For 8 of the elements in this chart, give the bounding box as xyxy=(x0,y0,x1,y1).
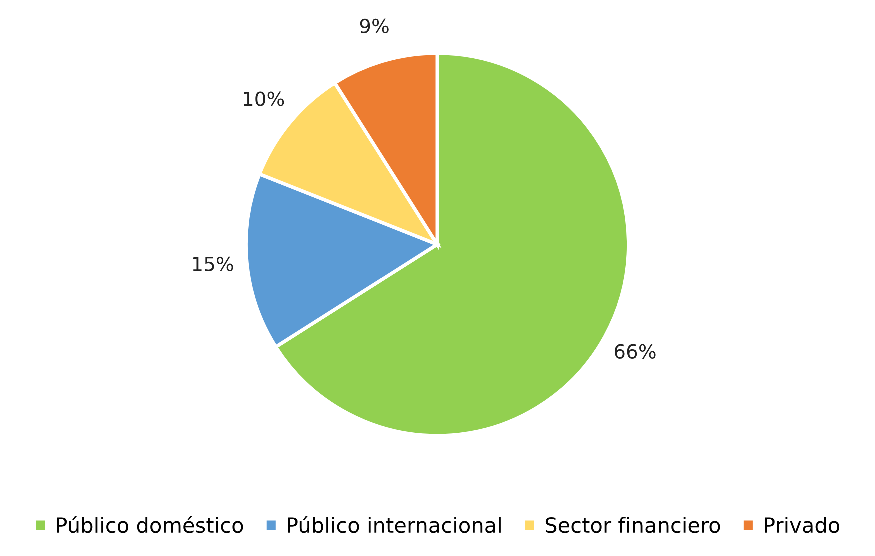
data-label: 15% xyxy=(193,256,234,272)
data-label: 9% xyxy=(360,18,389,34)
legend-label: Privado xyxy=(765,517,840,534)
legend-label: Público internacional xyxy=(288,516,501,534)
data-label: 10% xyxy=(244,92,284,106)
legend-label: Sector financiero xyxy=(546,517,720,534)
data-label: 66% xyxy=(615,344,656,360)
legend-label: Público doméstico xyxy=(57,516,244,534)
